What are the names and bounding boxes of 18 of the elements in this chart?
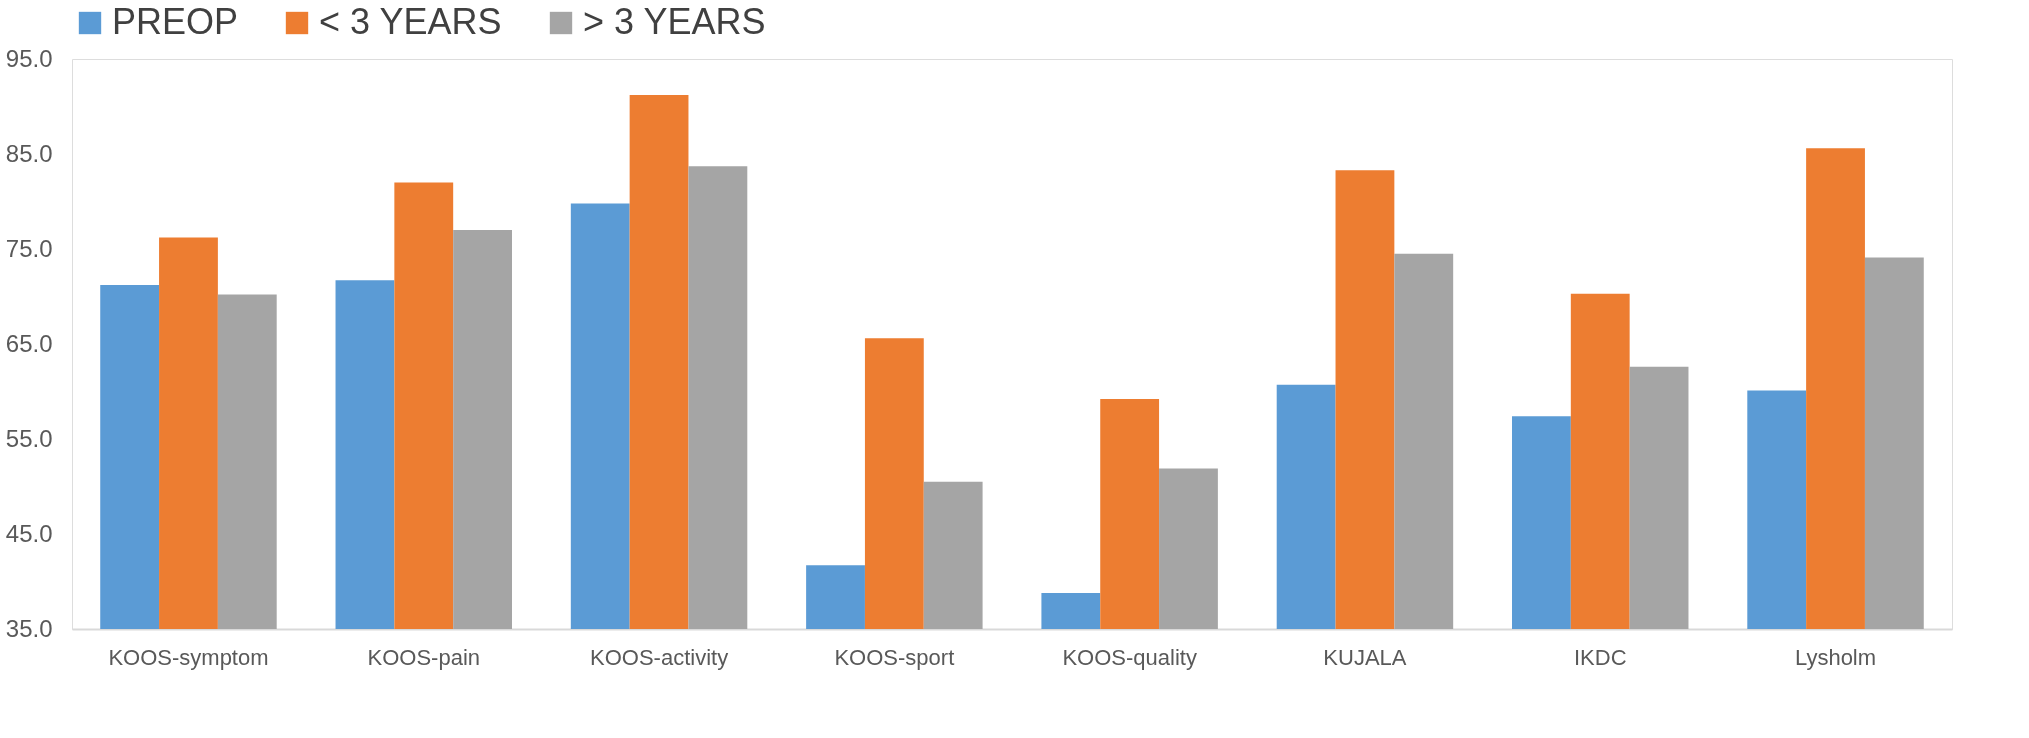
y-tick-label: 75.0 — [5, 234, 53, 262]
y-tick-label: 95.0 — [5, 44, 53, 72]
y-tick-label: 85.0 — [5, 139, 53, 167]
x-tick-label: KOOS-pain — [367, 644, 481, 670]
x-tick-label: KOOS-quality — [1062, 644, 1197, 670]
y-tick-label: 45.0 — [5, 519, 53, 547]
x-tick-label: KUJALA — [1323, 644, 1407, 670]
legend-label: > 3 YEARS — [583, 1, 766, 42]
y-tick-label: 55.0 — [5, 424, 53, 452]
x-tick-label: KOOS-symptom — [108, 644, 269, 670]
x-tick-label: KOOS-activity — [589, 644, 729, 670]
x-tick-label: IKDC — [1573, 644, 1627, 670]
y-tick-label: 65.0 — [5, 329, 53, 357]
x-tick-label: Lysholm — [1794, 644, 1877, 670]
legend-label: < 3 YEARS — [319, 1, 502, 42]
legend-label: PREOP — [112, 1, 239, 42]
x-tick-label: KOOS-sport — [834, 644, 955, 670]
y-tick-label: 35.0 — [5, 614, 53, 642]
